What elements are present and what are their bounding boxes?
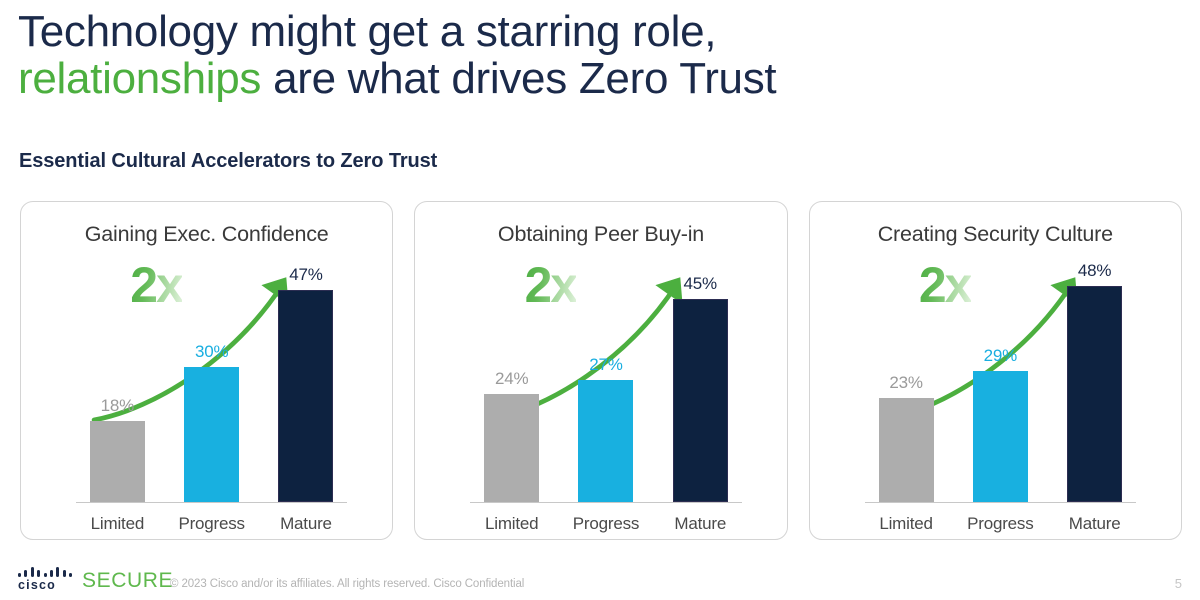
bar-column[interactable]: 48% bbox=[1053, 250, 1136, 502]
multiplier-number: 2 bbox=[130, 257, 158, 313]
bar-value-label: 47% bbox=[289, 265, 323, 285]
bar-rect[interactable] bbox=[672, 299, 728, 502]
plot-inner: 2x 23% 29% 48% Limited Progress Mature bbox=[864, 250, 1136, 539]
x-axis-tick-label: Progress bbox=[178, 514, 245, 533]
bar-value-label: 23% bbox=[889, 373, 923, 393]
plot-area: 2x 18% 30% 47% Limited Progress Mature bbox=[21, 250, 392, 539]
plot-area: 2x 24% 27% 45% Limited Progress Mature bbox=[415, 250, 786, 539]
title-accent-word: relationships bbox=[18, 54, 262, 103]
x-axis-tick-labels: Limited Progress Mature bbox=[470, 514, 741, 534]
x-axis-tick-label: Limited bbox=[485, 514, 539, 533]
multiplier-number: 2 bbox=[524, 257, 553, 313]
bar-group: 24% 27% 45% bbox=[470, 250, 741, 502]
bar-rect[interactable] bbox=[278, 290, 334, 502]
chart-panel: Creating Security Culture 2x 23% 29% 48% Limi… bbox=[808, 201, 1182, 540]
plot-area: 2x 23% 29% 48% Limited Progress Mature bbox=[810, 250, 1181, 539]
multiplier-annotation: 2x bbox=[130, 257, 184, 313]
title-line-2-rest: are what drives Zero Trust bbox=[261, 54, 777, 103]
bar-column[interactable]: 47% bbox=[265, 250, 348, 502]
bar-value-label: 30% bbox=[194, 341, 229, 361]
chart-panel: Gaining Exec. Confidence 2x 18% 30% 47% Limit… bbox=[20, 201, 394, 540]
bar-column[interactable]: 23% bbox=[865, 250, 948, 502]
x-axis-line bbox=[470, 501, 742, 503]
x-axis-tick-label: Mature bbox=[280, 514, 332, 533]
copyright-notice: © 2023 Cisco and/or its affiliates. All … bbox=[170, 578, 525, 590]
x-axis-tick-label: Mature bbox=[674, 514, 727, 533]
bar-value-label: 18% bbox=[100, 395, 135, 415]
title-line-1: Technology might get a starring role, bbox=[18, 7, 717, 56]
multiplier-unit: x bbox=[944, 257, 973, 313]
chart-panel-group: Gaining Exec. Confidence 2x 18% 30% 47% Limit… bbox=[20, 201, 1182, 540]
multiplier-number: 2 bbox=[918, 257, 947, 313]
bar-rect[interactable] bbox=[878, 398, 934, 502]
multiplier-annotation: 2x bbox=[524, 257, 579, 313]
chart-panel-title: Gaining Exec. Confidence bbox=[84, 222, 329, 246]
page-number: 5 bbox=[1174, 576, 1182, 591]
cisco-logo: cisco bbox=[18, 566, 72, 592]
cisco-wordmark: cisco bbox=[18, 578, 56, 592]
x-axis-tick-labels: Limited Progress Mature bbox=[865, 514, 1136, 534]
x-axis-tick-label: Limited bbox=[90, 514, 145, 533]
x-axis-line bbox=[864, 501, 1136, 503]
bar-group: 18% 30% 47% bbox=[76, 250, 347, 502]
multiplier-annotation: 2x bbox=[918, 257, 973, 313]
bar-column[interactable]: 29% bbox=[959, 250, 1042, 502]
multiplier-unit: x bbox=[550, 257, 578, 313]
x-axis-tick-label: Progress bbox=[572, 514, 640, 533]
bar-rect[interactable] bbox=[484, 393, 540, 502]
bar-value-label: 48% bbox=[1077, 260, 1112, 280]
product-name-secure: SECURE bbox=[82, 569, 174, 592]
bar-rect[interactable] bbox=[972, 371, 1028, 502]
bar-rect[interactable] bbox=[89, 420, 145, 502]
x-axis-line bbox=[76, 501, 348, 503]
bar-column[interactable]: 45% bbox=[659, 250, 742, 502]
bar-column[interactable]: 27% bbox=[565, 250, 648, 502]
cisco-bridge-icon bbox=[18, 566, 72, 577]
x-axis-tick-labels: Limited Progress Mature bbox=[76, 514, 347, 534]
bar-column[interactable]: 24% bbox=[470, 250, 553, 502]
bar-value-label: 45% bbox=[683, 274, 718, 294]
x-axis-tick-label: Progress bbox=[967, 514, 1034, 533]
x-axis-tick-label: Limited bbox=[879, 514, 933, 533]
plot-inner: 2x 24% 27% 45% Limited Progress Mature bbox=[470, 250, 742, 539]
section-heading: Essential Cultural Accelerators to Zero … bbox=[19, 150, 438, 172]
bar-column[interactable]: 30% bbox=[170, 250, 253, 502]
bar-value-label: 27% bbox=[589, 355, 623, 375]
bar-rect[interactable] bbox=[1067, 285, 1123, 502]
chart-panel-title: Obtaining Peer Buy-in bbox=[497, 222, 705, 246]
page-title: Technology might get a starring role, re… bbox=[18, 8, 1018, 102]
plot-inner: 2x 18% 30% 47% Limited Progress Mature bbox=[76, 250, 348, 539]
chart-panel: Obtaining Peer Buy-in 2x 24% 27% 45% Limited P… bbox=[414, 201, 788, 540]
bar-value-label: 24% bbox=[494, 368, 529, 388]
slide-footer: cisco SECURE © 2023 Cisco and/or its aff… bbox=[0, 558, 1200, 600]
x-axis-tick-label: Mature bbox=[1068, 514, 1121, 533]
bar-value-label: 29% bbox=[983, 346, 1018, 366]
bar-group: 23% 29% 48% bbox=[865, 250, 1136, 502]
multiplier-unit: x bbox=[156, 257, 184, 313]
bar-column[interactable]: 18% bbox=[76, 250, 159, 502]
bar-rect[interactable] bbox=[184, 366, 240, 502]
bar-rect[interactable] bbox=[578, 380, 634, 502]
chart-panel-title: Creating Security Culture bbox=[877, 222, 1113, 246]
